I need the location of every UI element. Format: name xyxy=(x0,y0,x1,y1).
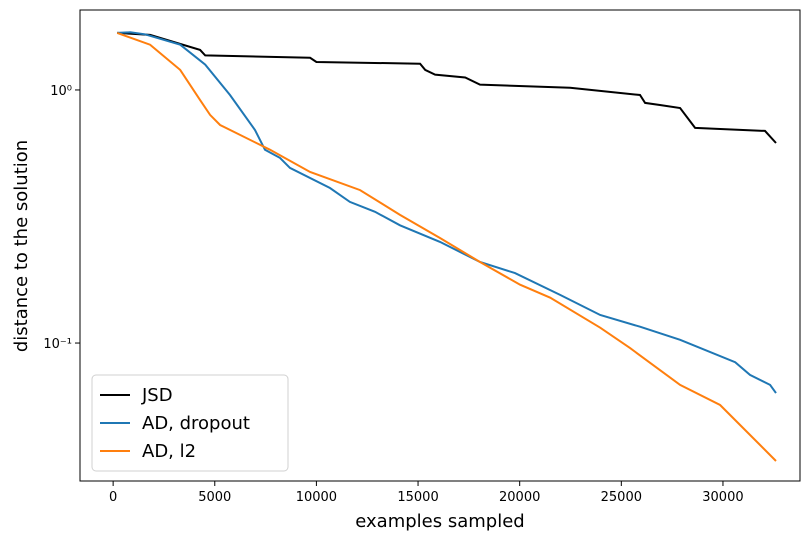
x-tick-label: 0 xyxy=(109,490,117,505)
x-axis-label: examples sampled xyxy=(355,511,524,532)
x-tick-label: 10000 xyxy=(296,490,337,505)
y-tick-label: 10⁻¹ xyxy=(43,337,72,352)
legend-box xyxy=(91,374,289,472)
line xyxy=(117,31,777,144)
y-tick-label: 10⁰ xyxy=(50,84,72,99)
line xyxy=(117,31,777,394)
legend-label: JSD xyxy=(141,385,173,406)
x-tick-label: 20000 xyxy=(499,490,540,505)
x-tick-label: 5000 xyxy=(198,490,231,505)
x-tick-label: 30000 xyxy=(702,490,743,505)
legend-label: AD, l2 xyxy=(142,441,196,462)
plot-frame xyxy=(79,9,801,482)
line xyxy=(116,31,777,462)
x-tick-label: 25000 xyxy=(601,490,642,505)
y-axis-label: distance to the solution xyxy=(11,140,32,352)
legend-label: AD, dropout xyxy=(142,413,250,434)
x-tick-label: 15000 xyxy=(397,490,438,505)
